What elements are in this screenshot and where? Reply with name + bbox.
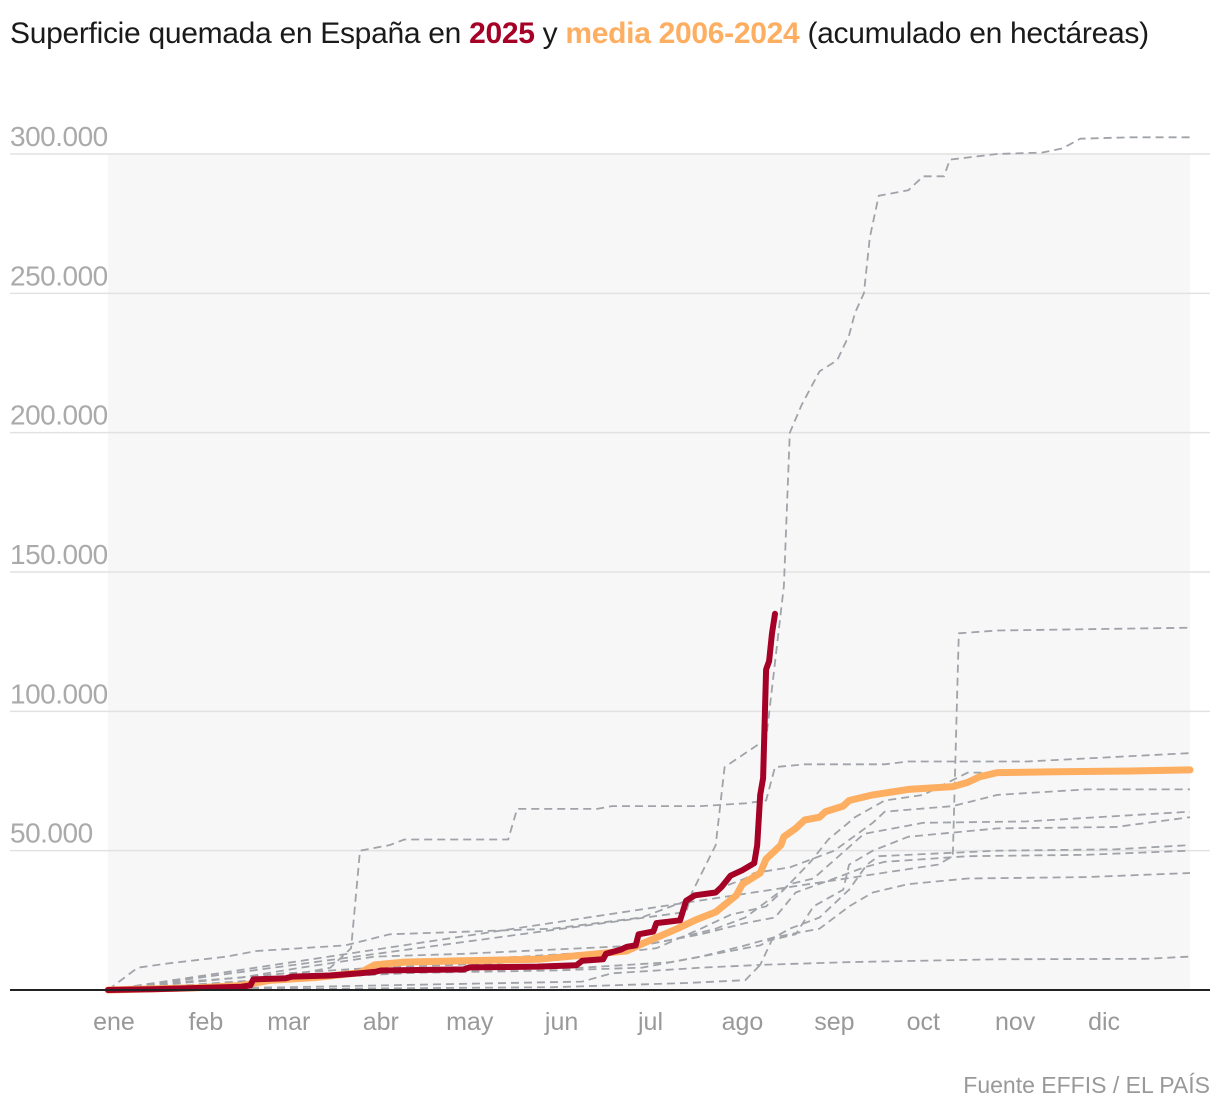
y-tick-label: 150.000 [10, 539, 108, 570]
line-2025 [105, 610, 778, 993]
historical-line-historical-1 [107, 136, 1190, 991]
x-tick-label: jun [544, 1008, 578, 1036]
average-line [104, 766, 1194, 994]
x-tick-label: nov [995, 1008, 1036, 1036]
x-tick-label: ene [93, 1008, 135, 1036]
title-2025-highlight: 2025 [469, 17, 535, 50]
title-suffix: (acumulado en hectáreas) [799, 17, 1149, 50]
x-tick-label: may [446, 1008, 494, 1036]
y-tick-label: 250.000 [10, 260, 108, 291]
x-tick-label: sep [814, 1008, 854, 1036]
y-tick-label: 300.000 [10, 121, 108, 152]
historical-line-historical-11 [107, 849, 1191, 991]
x-tick-label: dic [1088, 1008, 1120, 1036]
historical-line-historical-3 [107, 626, 1191, 991]
chart-title: Superficie quemada en España en 2025 y m… [10, 12, 1200, 56]
x-tick-label: abr [363, 1008, 399, 1036]
title-prefix: Superficie quemada en España en [10, 17, 470, 50]
x-tick-label: jul [637, 1008, 663, 1036]
x-tick-label: mar [267, 1008, 310, 1036]
historical-line-historical-6 [107, 872, 1191, 991]
historical-line-historical-9 [107, 955, 1191, 991]
x-tick-label: oct [907, 1008, 940, 1036]
y-tick-label: 50.000 [10, 818, 93, 849]
historical-line-historical-8 [107, 816, 1191, 991]
y-axis-labels: 50.000 100.000 150.000 200.000 250.000 300.00… [10, 121, 108, 849]
source-note: Fuente EFFIS / EL PAÍS [963, 1072, 1210, 1098]
highlight-series [104, 610, 1194, 994]
x-tick-label: feb [189, 1008, 224, 1036]
title-connector: y [534, 17, 566, 50]
y-tick-label: 200.000 [10, 400, 108, 431]
historical-line-historical-5 [107, 769, 1191, 991]
x-axis-labels: ene feb mar abr may jun jul ago sep oct nov dic [93, 1008, 1120, 1036]
x-tick-label: ago [722, 1008, 764, 1036]
title-average-highlight: media 2006-2024 [565, 17, 800, 50]
historical-line-historical-2 [107, 752, 1191, 991]
y-tick-label: 100.000 [10, 678, 108, 709]
